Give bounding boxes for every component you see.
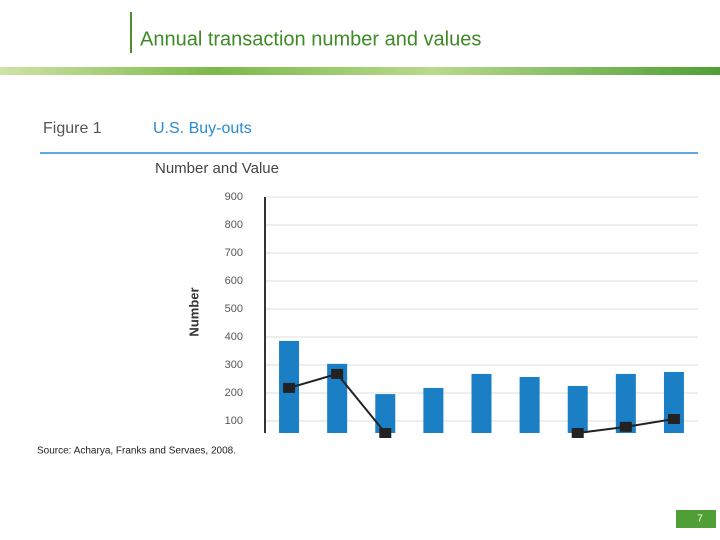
y-tick-label: 500: [225, 303, 243, 315]
header-band: [0, 67, 720, 75]
bar: [567, 385, 588, 433]
bar: [615, 373, 636, 433]
page-number: 7: [697, 514, 703, 525]
figure-label: Figure 1: [43, 120, 102, 137]
y-tick-label: 900: [225, 191, 243, 203]
source: Source: Acharya, Franks and Servaes, 200…: [37, 446, 236, 457]
line-marker: [571, 428, 584, 438]
chart-subtitle: Number and Value: [155, 160, 279, 177]
line-marker: [667, 414, 680, 425]
y-tick-label: 800: [225, 219, 243, 231]
line-marker: [283, 382, 296, 393]
page-number-box: [676, 510, 716, 528]
bar: [423, 387, 444, 433]
line-marker: [619, 421, 632, 432]
chart-title: U.S. Buy-outs: [153, 120, 252, 137]
y-tick-label: 300: [225, 359, 243, 371]
line-marker: [331, 368, 344, 379]
y-tick-label: 600: [225, 275, 243, 287]
y-axis-label: Number: [186, 287, 201, 336]
y-tick-label: 700: [225, 247, 243, 259]
bar: [375, 394, 396, 433]
bar: [471, 373, 492, 433]
y-tick-label: 400: [225, 331, 243, 343]
line-marker: [379, 428, 392, 438]
y-tick-label: 200: [225, 387, 243, 399]
slide-title: Annual transaction number and values: [140, 28, 481, 50]
y-tick-label: 100: [225, 415, 243, 427]
bar: [519, 377, 540, 433]
